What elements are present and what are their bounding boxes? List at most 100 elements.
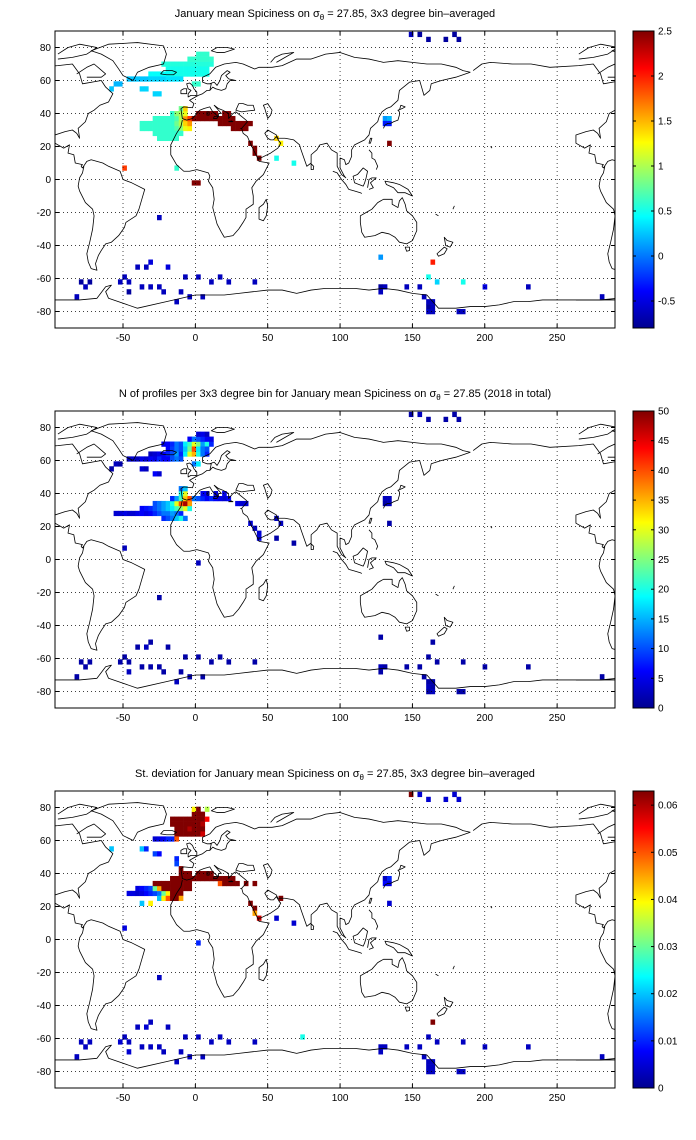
data-cell bbox=[157, 895, 162, 902]
y-tick-label: -60 bbox=[37, 1034, 52, 1045]
y-tick-label: -20 bbox=[37, 968, 52, 979]
data-cell bbox=[187, 505, 193, 512]
data-cell bbox=[187, 1054, 193, 1060]
data-cell bbox=[161, 515, 166, 522]
data-cell bbox=[426, 1059, 431, 1065]
data-cell bbox=[209, 441, 214, 447]
data-cell bbox=[174, 115, 180, 122]
data-cell bbox=[183, 826, 188, 832]
data-cell bbox=[178, 890, 184, 897]
data-cell bbox=[456, 309, 462, 315]
data-cell bbox=[178, 895, 184, 902]
data-cell bbox=[161, 895, 166, 902]
data-cell bbox=[157, 885, 162, 892]
data-cell bbox=[148, 71, 153, 77]
data-cell bbox=[178, 130, 184, 137]
data-cell bbox=[222, 875, 227, 882]
data-cell bbox=[148, 1044, 153, 1050]
data-cell bbox=[178, 880, 184, 887]
data-cell bbox=[430, 309, 436, 315]
data-cell bbox=[204, 451, 210, 457]
data-cell bbox=[152, 91, 158, 97]
data-cell bbox=[187, 826, 193, 832]
title-sigma: σ bbox=[353, 768, 360, 780]
data-cell bbox=[165, 130, 171, 137]
colorbar-tick-label: 10 bbox=[658, 644, 670, 655]
data-cell bbox=[170, 895, 175, 902]
data-cell bbox=[291, 920, 297, 926]
data-cell bbox=[165, 510, 171, 517]
data-cell bbox=[230, 875, 236, 882]
data-cell bbox=[143, 644, 149, 650]
y-tick-label: 60 bbox=[40, 76, 52, 87]
data-cell bbox=[170, 500, 175, 507]
data-cell bbox=[174, 165, 180, 171]
y-tick-label: 80 bbox=[40, 43, 52, 54]
data-cell bbox=[161, 76, 166, 82]
data-cell bbox=[143, 505, 149, 512]
data-cell bbox=[170, 120, 175, 127]
data-cell bbox=[126, 279, 132, 285]
data-cell bbox=[122, 510, 127, 517]
data-cell bbox=[443, 796, 449, 803]
colorbar-gradient bbox=[632, 790, 655, 1089]
data-cell bbox=[183, 111, 188, 117]
data-cell bbox=[183, 505, 188, 512]
data-cell bbox=[204, 816, 210, 822]
data-cell bbox=[187, 816, 193, 822]
data-cell bbox=[291, 540, 297, 546]
data-cell bbox=[170, 505, 175, 512]
data-cell bbox=[148, 456, 153, 462]
map-panel-3: St. deviation for January mean Spiciness… bbox=[37, 768, 678, 1104]
title-post: = 27.85, 3x3 degree bin–averaged bbox=[364, 768, 535, 780]
data-cell bbox=[126, 456, 132, 462]
data-cell bbox=[183, 441, 188, 447]
y-tick-label: 40 bbox=[40, 109, 52, 120]
colorbar-tick-label: 0 bbox=[658, 252, 664, 263]
data-cell bbox=[148, 120, 153, 127]
title-pre: N of profiles per 3x3 degree bin for Jan… bbox=[119, 388, 430, 400]
data-cell bbox=[165, 836, 171, 842]
data-cell bbox=[170, 125, 175, 132]
data-cell bbox=[83, 664, 88, 670]
data-cell bbox=[165, 500, 171, 507]
data-cell bbox=[426, 299, 431, 305]
data-cell bbox=[274, 155, 279, 161]
x-tick-label: 50 bbox=[262, 333, 274, 344]
data-cell bbox=[122, 274, 127, 280]
data-cell bbox=[196, 875, 201, 882]
data-cell bbox=[187, 831, 193, 837]
data-cell bbox=[178, 1049, 184, 1055]
data-cell bbox=[426, 684, 431, 690]
data-cell bbox=[235, 500, 240, 507]
colorbar-tick-label: 30 bbox=[658, 525, 670, 536]
data-cell bbox=[165, 505, 171, 512]
data-cell bbox=[148, 900, 153, 906]
data-cell bbox=[157, 214, 162, 221]
data-cell bbox=[152, 880, 158, 887]
data-cell bbox=[109, 466, 114, 472]
data-cell bbox=[209, 495, 214, 502]
data-cell bbox=[196, 495, 201, 502]
data-cell bbox=[170, 111, 175, 117]
data-cell bbox=[274, 535, 279, 541]
data-cell bbox=[382, 115, 388, 122]
data-cell bbox=[426, 36, 431, 43]
data-cell bbox=[417, 664, 423, 670]
data-cell bbox=[222, 120, 227, 127]
colorbar-tick-label: 0 bbox=[658, 704, 664, 715]
data-cell bbox=[170, 135, 175, 142]
data-cell bbox=[161, 456, 166, 462]
data-cell bbox=[139, 885, 145, 892]
data-cell bbox=[421, 294, 427, 300]
data-cell bbox=[87, 659, 93, 665]
data-cell bbox=[126, 890, 132, 897]
data-cell bbox=[426, 309, 431, 315]
data-cell bbox=[170, 510, 175, 517]
data-cell bbox=[452, 791, 457, 798]
data-cell bbox=[408, 791, 414, 798]
data-cell bbox=[170, 61, 175, 67]
data-cell bbox=[452, 31, 457, 38]
data-cell bbox=[274, 915, 279, 921]
